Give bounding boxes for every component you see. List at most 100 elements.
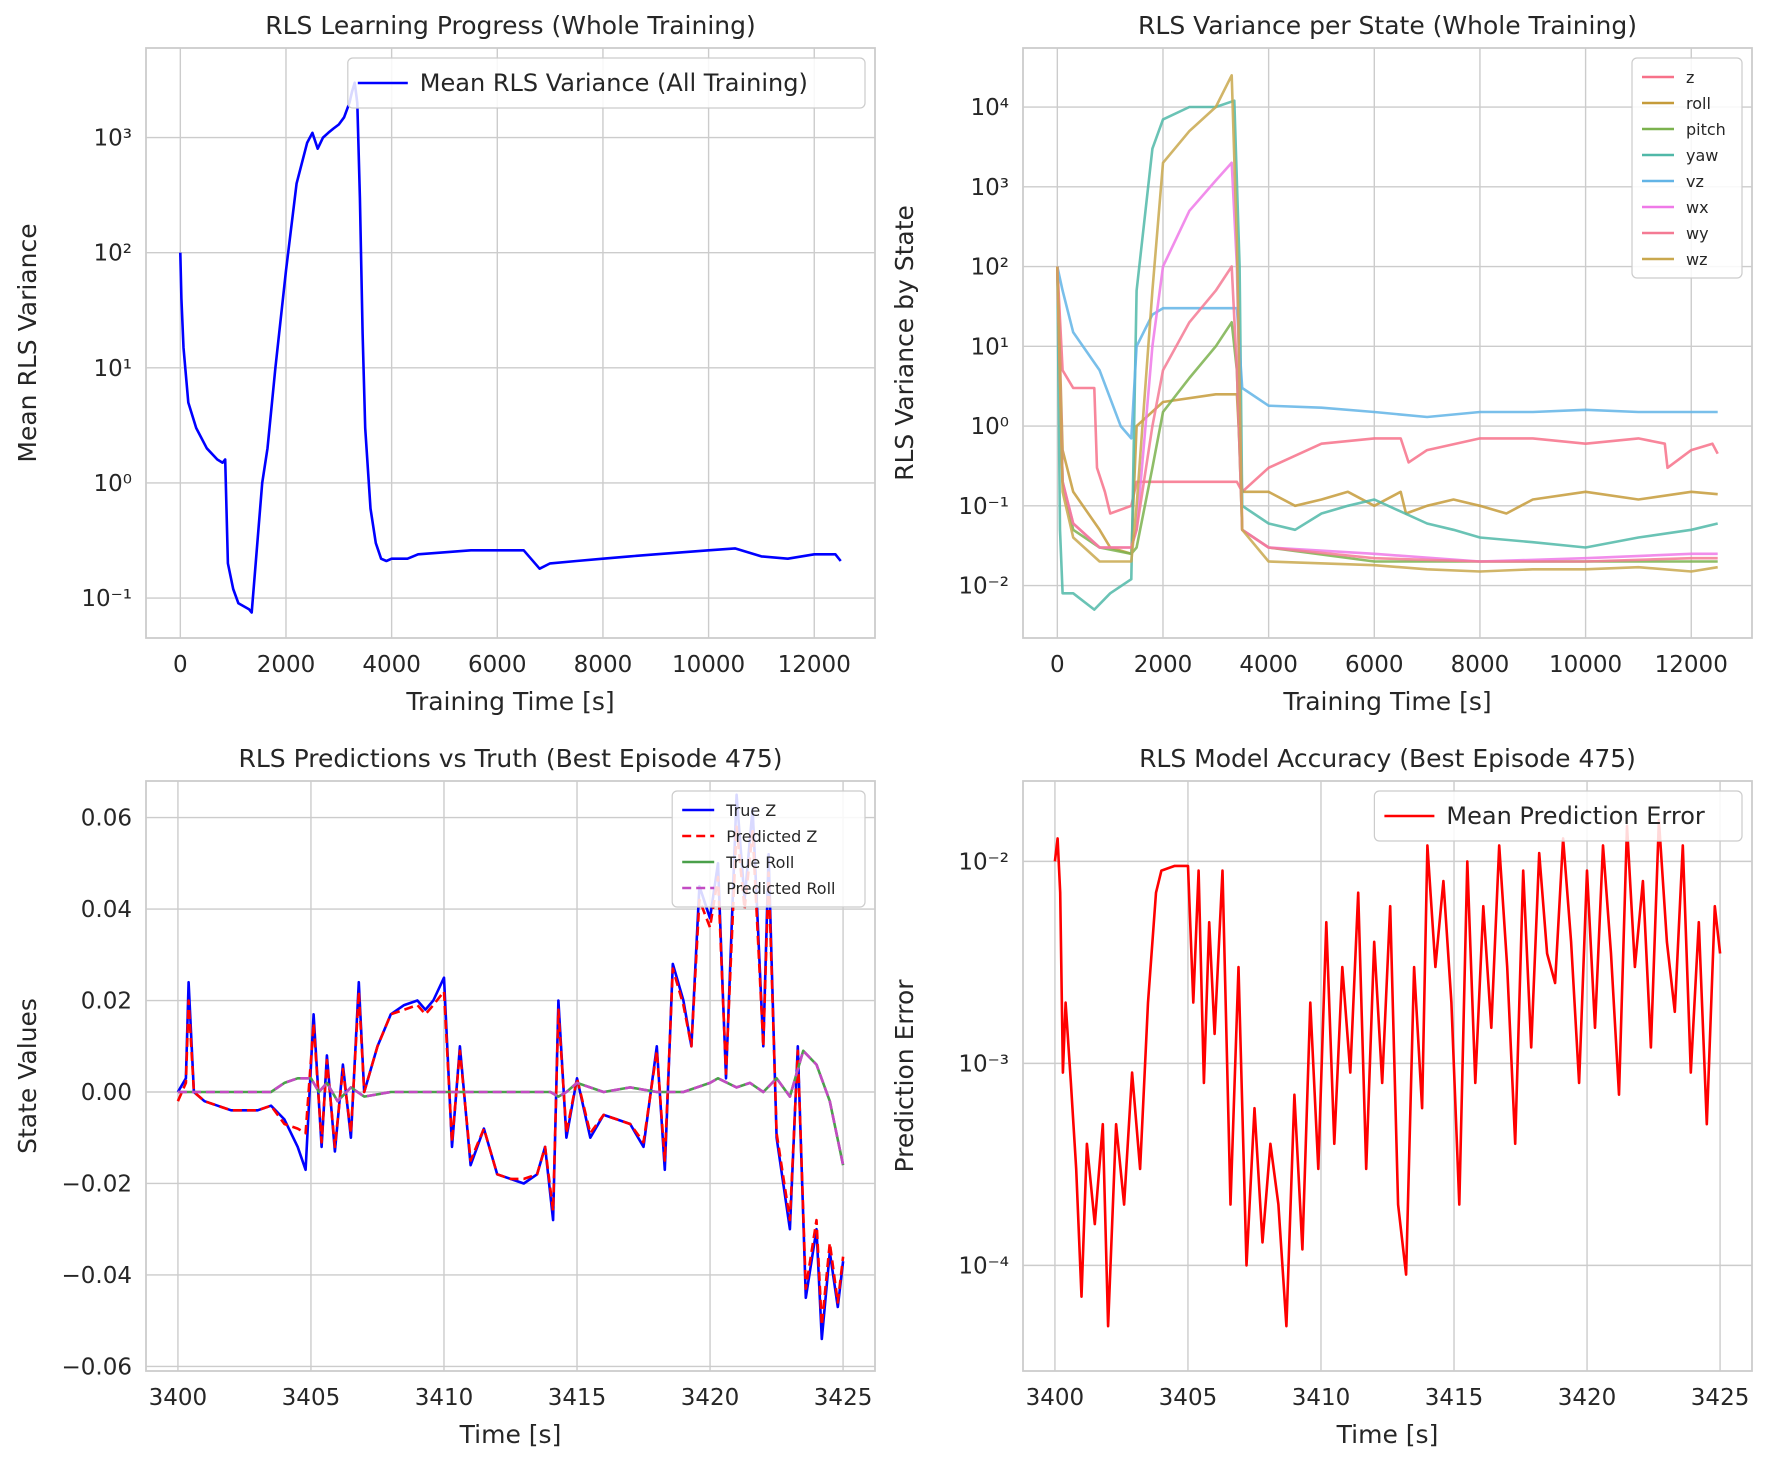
y-tick-label: 10⁰ [971, 414, 1010, 440]
legend-label: Predicted Z [726, 827, 817, 846]
plot-area [179, 81, 842, 614]
x-tick-label: 10000 [1549, 652, 1622, 678]
y-tick-label: 10¹ [971, 334, 1010, 360]
chart-title: RLS Model Accuracy (Best Episode 475) [1139, 744, 1636, 773]
x-tick-label: 0 [173, 652, 188, 678]
legend-label: roll [1686, 94, 1711, 113]
y-tick-label: 0.04 [81, 897, 132, 923]
legend-box [1373, 790, 1743, 842]
x-tick-label: 3410 [415, 1385, 474, 1411]
y-tick-label: 10² [971, 255, 1010, 281]
y-tick-label: 0.02 [81, 989, 132, 1015]
y-axis-label: Mean RLS Variance [13, 223, 42, 462]
legend-label: Mean RLS Variance (All Training) [420, 69, 808, 97]
legend-label: wy [1686, 224, 1709, 243]
x-tick-label: 3405 [282, 1385, 341, 1411]
y-tick-label: 10⁻⁴ [958, 1253, 1009, 1279]
x-tick-label: 2000 [257, 652, 316, 678]
x-tick-label: 12000 [778, 652, 851, 678]
y-tick-label: 10⁻³ [958, 1051, 1009, 1077]
legend-box [1631, 57, 1743, 279]
x-tick-label: 10000 [672, 652, 745, 678]
y-tick-label: 10⁻¹ [81, 586, 132, 612]
x-tick-label: 3420 [1558, 1385, 1617, 1411]
chart-panel-1: 0 2000 4000 6000 8000 10000 12000 10⁻¹ 10⁰ 10¹ 10²… [13, 11, 876, 716]
axes-frame [145, 780, 876, 1372]
chart-panel-4: 3400 3405 3410 3415 3420 3425 10⁻⁴ 10⁻³ 10⁻² RLS … [890, 744, 1753, 1449]
x-tick-label: 0 [1050, 652, 1065, 678]
x-axis-label: Time [s] [1336, 1420, 1439, 1449]
series-line-mean-rls-variance-all-training- [179, 81, 842, 614]
chart-panel-2: 0 2000 4000 6000 8000 10000 12000 10⁻² 10⁻¹ 10⁰ 10… [890, 11, 1753, 716]
y-tick-label: −0.02 [62, 1171, 132, 1197]
y-tick-label: 10² [94, 241, 133, 267]
chart-title: RLS Learning Progress (Whole Training) [265, 11, 756, 40]
y-axis-label: State Values [13, 998, 42, 1154]
series-line-z [1056, 266, 1719, 515]
legend-label: wx [1686, 198, 1709, 217]
x-tick-label: 3415 [1425, 1385, 1484, 1411]
chart-panel-3: 3400 3405 3410 3415 3420 3425 −0.06 −0.04 −0.02 0… [13, 744, 876, 1449]
axes-frame [145, 47, 876, 639]
x-tick-label: 8000 [1451, 652, 1510, 678]
series-line-mean-prediction-error [1053, 818, 1722, 1328]
legend-label: pitch [1686, 120, 1726, 139]
series-line-vz [1056, 266, 1718, 440]
legend-label: yaw [1686, 146, 1718, 165]
series-line-yaw [1056, 99, 1719, 611]
x-tick-label: 3420 [681, 1385, 740, 1411]
x-tick-label: 3400 [1026, 1385, 1085, 1411]
chart-title: RLS Predictions vs Truth (Best Episode 4… [238, 744, 782, 773]
y-axis-label: RLS Variance by State [890, 205, 919, 481]
legend: True Z Predicted Z True Roll Predicted Roll [671, 790, 866, 908]
legend: z roll pitch yaw vz wx wy wz [1631, 57, 1743, 279]
x-tick-label: 6000 [1345, 652, 1404, 678]
y-tick-label: −0.04 [62, 1263, 132, 1289]
x-tick-label: 3415 [548, 1385, 607, 1411]
x-tick-label: 3410 [1292, 1385, 1351, 1411]
x-tick-label: 3405 [1159, 1385, 1218, 1411]
y-tick-label: 10⁴ [971, 95, 1010, 121]
y-tick-label: 10⁻¹ [958, 494, 1009, 520]
legend-label: wz [1686, 250, 1707, 269]
x-tick-label: 2000 [1134, 652, 1193, 678]
y-tick-label: 10¹ [94, 356, 133, 382]
legend-label: z [1686, 68, 1694, 87]
legend-box [671, 790, 866, 908]
x-axis-label: Time [s] [459, 1420, 562, 1449]
series-line-predicted-roll [177, 1049, 845, 1166]
series-line-wy [1056, 265, 1718, 563]
plot-area [1056, 74, 1719, 611]
legend: Mean RLS Variance (All Training) [347, 57, 866, 109]
grid [1023, 48, 1752, 638]
series-line-wz [1056, 74, 1718, 573]
y-tick-label: 10⁰ [94, 471, 133, 497]
y-tick-label: 10³ [971, 175, 1010, 201]
x-tick-label: 4000 [362, 652, 421, 678]
y-tick-label: 0.00 [81, 1080, 132, 1106]
y-tick-label: 10⁻² [958, 849, 1009, 875]
axes-frame [1022, 47, 1753, 639]
x-tick-label: 6000 [468, 652, 527, 678]
legend-label: vz [1686, 172, 1704, 191]
x-tick-label: 8000 [574, 652, 633, 678]
series-line-true-roll [177, 1049, 845, 1166]
chart-title: RLS Variance per State (Whole Training) [1138, 11, 1637, 40]
x-axis-label: Training Time [s] [405, 687, 614, 716]
y-tick-label: 10³ [94, 126, 133, 152]
y-tick-label: 0.06 [81, 806, 132, 832]
x-tick-label: 3400 [149, 1385, 208, 1411]
y-tick-label: −0.06 [62, 1354, 132, 1380]
x-tick-label: 3425 [1691, 1385, 1750, 1411]
y-axis-label: Prediction Error [890, 979, 919, 1173]
x-tick-label: 3425 [814, 1385, 873, 1411]
series-line-roll [1056, 266, 1718, 556]
legend-label: Mean Prediction Error [1446, 802, 1705, 830]
grid [146, 48, 875, 638]
x-axis-label: Training Time [s] [1282, 687, 1491, 716]
x-tick-label: 12000 [1655, 652, 1728, 678]
legend-label: True Z [725, 801, 776, 820]
legend-label: True Roll [725, 853, 794, 872]
series-line-wx [1056, 161, 1718, 563]
